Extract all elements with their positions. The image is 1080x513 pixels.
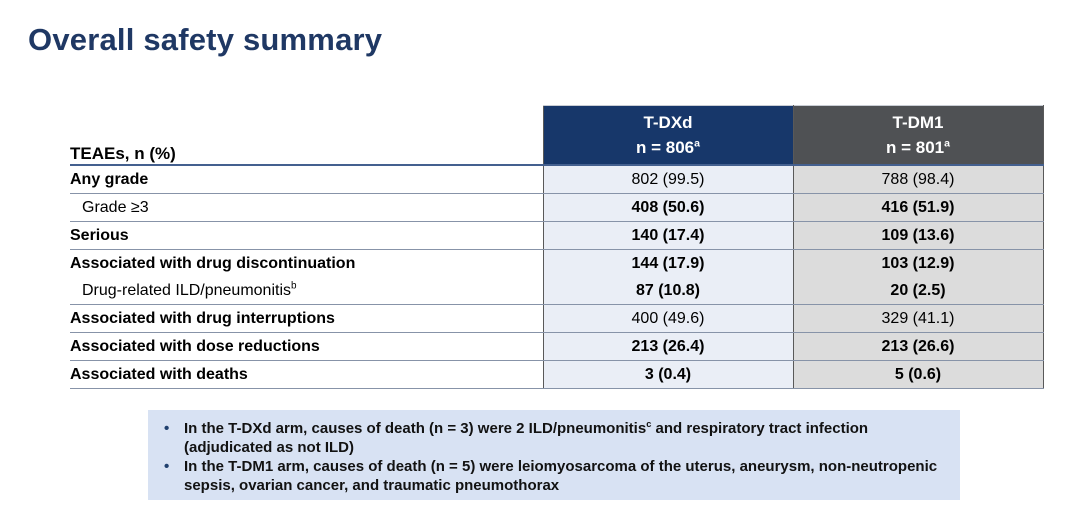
column-n-tdm1: n = 801a (886, 137, 950, 157)
tdm1-value: 213 (26.6) (793, 332, 1044, 361)
tdxd-value: 3 (0.4) (542, 360, 794, 389)
row-label: Any grade (70, 165, 543, 194)
row-label: Associated with dose reductions (70, 332, 543, 361)
tdxd-value: 400 (49.6) (542, 304, 794, 333)
footnote-marker-c: c (646, 419, 652, 429)
tdxd-value: 144 (17.9) (542, 249, 794, 277)
safety-table: TEAEs, n (%) T-DXd n = 806a T-DM1 n = 80… (70, 105, 1044, 389)
column-header-tdm1: T-DM1 n = 801a (793, 105, 1044, 166)
column-header-tdxd: T-DXd n = 806a (542, 105, 794, 166)
page-title: Overall safety summary (28, 22, 383, 57)
table-row-dose-reductions: Associated with dose reductions 213 (26.… (70, 332, 1044, 361)
tdxd-value: 802 (99.5) (542, 165, 794, 194)
row-label: Associated with deaths (70, 360, 543, 389)
footnote-marker-a: a (944, 137, 950, 150)
tdxd-value: 140 (17.4) (542, 221, 794, 250)
note-text: In the T-DM1 arm, causes of death (n = 5… (184, 458, 938, 494)
footnote-marker-a: a (694, 137, 700, 150)
row-label: Grade ≥3 (70, 193, 543, 222)
tdxd-value: 213 (26.4) (542, 332, 794, 361)
tdm1-value: 109 (13.6) (793, 221, 1044, 250)
column-name-tdxd: T-DXd (643, 113, 693, 132)
table-row-any-grade: Any grade 802 (99.5) 788 (98.4) (70, 165, 1044, 194)
table-row-drug-discontinuation: Associated with drug discontinuation 144… (70, 249, 1044, 277)
row-label: Drug-related ILD/pneumonitisb (70, 277, 543, 305)
tdm1-value: 788 (98.4) (793, 165, 1044, 194)
bullet-icon: • (164, 420, 170, 437)
row-label: Serious (70, 221, 543, 250)
table-row-drug-related-ild: Drug-related ILD/pneumonitisb 87 (10.8) … (70, 277, 1044, 305)
tdm1-value: 20 (2.5) (793, 277, 1044, 305)
tdm1-value: 329 (41.1) (793, 304, 1044, 333)
note-tdm1-deaths: • In the T-DM1 arm, causes of death (n =… (162, 457, 942, 495)
bullet-icon: • (164, 458, 170, 475)
table-row-drug-interruptions: Associated with drug interruptions 400 (… (70, 304, 1044, 333)
note-text: In the T-DXd arm, causes of death (n = 3… (184, 419, 869, 456)
note-tdxd-deaths: • In the T-DXd arm, causes of death (n =… (162, 419, 942, 457)
row-label: Associated with drug discontinuation (70, 254, 356, 272)
table-row-deaths: Associated with deaths 3 (0.4) 5 (0.6) (70, 360, 1044, 389)
table-header-row: TEAEs, n (%) T-DXd n = 806a T-DM1 n = 80… (70, 105, 1044, 166)
footnote-marker-b: b (291, 280, 297, 292)
tdm1-value: 416 (51.9) (793, 193, 1044, 222)
row-group-header-teaes: TEAEs, n (%) (70, 105, 543, 166)
row-label: Associated with drug interruptions (70, 304, 543, 333)
column-n-tdxd: n = 806a (636, 137, 700, 157)
tdxd-value: 87 (10.8) (542, 277, 794, 305)
tdxd-value: 408 (50.6) (542, 193, 794, 222)
safety-table-container: TEAEs, n (%) T-DXd n = 806a T-DM1 n = 80… (70, 105, 1044, 389)
tdm1-value: 5 (0.6) (793, 360, 1044, 389)
column-name-tdm1: T-DM1 (892, 113, 944, 132)
table-row-serious: Serious 140 (17.4) 109 (13.6) (70, 221, 1044, 250)
tdm1-value: 103 (12.9) (793, 249, 1044, 277)
notes-box: • In the T-DXd arm, causes of death (n =… (148, 410, 960, 500)
table-row-grade-ge3: Grade ≥3 408 (50.6) 416 (51.9) (70, 193, 1044, 222)
